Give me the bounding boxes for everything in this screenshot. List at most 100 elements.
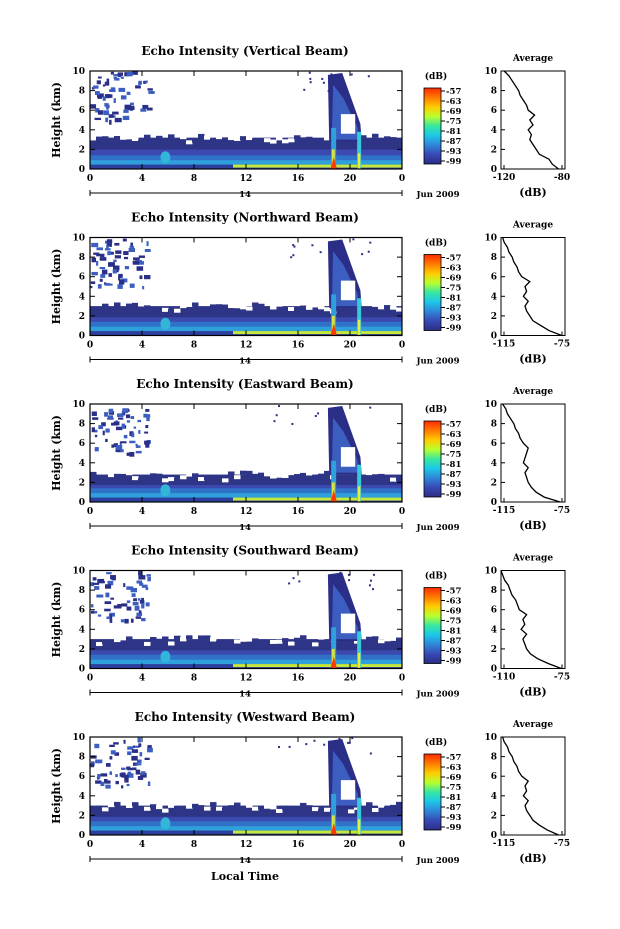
- upper-echo-speckle: [369, 241, 372, 244]
- upper-echo-speckle: [322, 81, 325, 84]
- upper-echo-speckle: [110, 87, 116, 93]
- profile-x-label: (dB): [519, 852, 546, 865]
- boundary-layer-edge: [210, 304, 217, 309]
- profile-y-tick-label: 0: [491, 665, 497, 675]
- upper-echo-speckle: [303, 88, 306, 91]
- colorbar-tick-label: -69: [446, 440, 461, 450]
- x-tick-label: 4: [139, 674, 145, 684]
- upper-echo-speckle: [342, 413, 345, 416]
- boundary-layer-edge: [168, 477, 175, 482]
- upper-echo-speckle: [121, 767, 126, 770]
- near-surface-band: [90, 160, 402, 166]
- x-tick-label: 12: [240, 840, 253, 850]
- upper-echo-speckle: [96, 260, 99, 266]
- profile-y-tick-label: 10: [484, 567, 497, 577]
- y-tick-label: 2: [79, 645, 85, 655]
- upper-echo-speckle: [126, 600, 131, 604]
- upper-echo-speckle: [347, 573, 350, 576]
- upper-echo-speckle: [113, 259, 117, 263]
- profile-x-tick-label: -110: [493, 673, 516, 683]
- upper-echo-speckle: [123, 109, 129, 113]
- x-tick-label: 0: [399, 174, 405, 184]
- boundary-layer-edge: [138, 640, 145, 645]
- boundary-layer-edge: [336, 139, 343, 144]
- boundary-layer-edge: [336, 307, 343, 312]
- boundary-layer-edge: [342, 642, 349, 647]
- y-axis-label: Height (km): [50, 748, 63, 824]
- y-axis-label: Height (km): [50, 249, 63, 325]
- boundary-layer-edge: [312, 141, 319, 146]
- colorbar-tick-label: -81: [446, 294, 461, 304]
- upper-echo-speckle: [288, 582, 291, 585]
- upper-echo-speckle: [146, 414, 151, 418]
- upper-echo-speckle: [135, 616, 142, 619]
- upper-echo-speckle: [290, 256, 293, 259]
- boundary-layer-edge: [204, 476, 211, 481]
- boundary-layer-edge: [324, 470, 331, 475]
- boundary-layer-edge: [150, 473, 157, 478]
- upper-echo-speckle: [141, 771, 146, 775]
- upper-echo-speckle: [348, 741, 351, 744]
- upper-echo-speckle: [114, 752, 120, 756]
- upper-echo-speckle: [90, 604, 94, 608]
- upper-echo-speckle: [323, 743, 326, 746]
- upper-echo-speckle: [114, 242, 120, 246]
- upper-echo-speckle: [94, 743, 100, 749]
- x-tick-label: 20: [344, 174, 357, 184]
- upper-echo-speckle: [105, 438, 108, 442]
- boundary-layer-edge: [90, 308, 97, 313]
- upper-echo-speckle: [97, 284, 102, 289]
- boundary-layer-edge: [228, 805, 235, 810]
- upper-echo-speckle: [99, 278, 103, 282]
- boundary-layer-edge: [360, 477, 367, 482]
- upper-echo-speckle: [131, 749, 139, 753]
- profile-x-tick-label: -75: [554, 340, 570, 350]
- boundary-layer-edge: [228, 136, 235, 141]
- colorbar-tick-label: -69: [446, 107, 461, 117]
- profile-x-label: (dB): [519, 519, 546, 532]
- upper-echo-speckle: [132, 260, 140, 265]
- upper-echo-speckle: [133, 598, 137, 602]
- boundary-layer-edge: [234, 639, 241, 644]
- profile-y-tick-label: 6: [491, 606, 497, 616]
- x-tick-label: 4: [139, 341, 145, 351]
- upper-echo-speckle: [126, 766, 131, 770]
- boundary-layer-edge: [192, 302, 199, 307]
- panel-4: Echo Intensity (Southward Beam) 0 2 4 6 8 10 0 4…: [50, 544, 570, 700]
- boundary-layer-edge: [300, 472, 307, 477]
- boundary-layer-edge: [204, 806, 211, 811]
- boundary-layer-edge: [396, 307, 402, 312]
- small-echo-bump: [160, 484, 171, 497]
- boundary-layer-edge: [198, 133, 205, 138]
- colorbar-tick-label: -81: [446, 793, 461, 803]
- profile-x-tick-label: -120: [493, 173, 516, 183]
- boundary-layer-edge: [258, 642, 265, 647]
- upper-echo-speckle: [110, 251, 114, 255]
- rain-peak-1: [330, 656, 337, 669]
- upper-echo-speckle: [117, 72, 124, 76]
- y-tick-label: 4: [79, 625, 85, 635]
- boundary-layer-edge: [228, 641, 235, 646]
- boundary-layer-edge: [168, 803, 175, 808]
- upper-echo-speckle: [140, 108, 147, 112]
- near-surface-band: [90, 326, 402, 333]
- boundary-layer-edge: [312, 642, 319, 647]
- rain-peak-1: [330, 823, 337, 835]
- profile-y-tick-label: 10: [484, 67, 497, 77]
- day-label: 14: [239, 523, 251, 533]
- boundary-layer-edge: [186, 302, 193, 307]
- y-tick-label: 2: [79, 145, 85, 155]
- date-label: Jun 2009: [416, 190, 460, 200]
- upper-echo-speckle: [368, 584, 371, 587]
- profile-frame: [500, 237, 566, 336]
- upper-echo-speckle: [121, 423, 126, 429]
- upper-echo-speckle: [133, 426, 137, 429]
- upper-echo-speckle: [92, 417, 99, 420]
- boundary-layer-edge: [234, 475, 241, 480]
- upper-echo-speckle: [132, 601, 139, 606]
- upper-echo-speckle: [136, 759, 142, 764]
- small-echo-bump: [160, 650, 171, 663]
- heatmap-field: [90, 571, 402, 669]
- upper-echo-speckle: [114, 117, 122, 123]
- boundary-layer-edge: [288, 641, 295, 646]
